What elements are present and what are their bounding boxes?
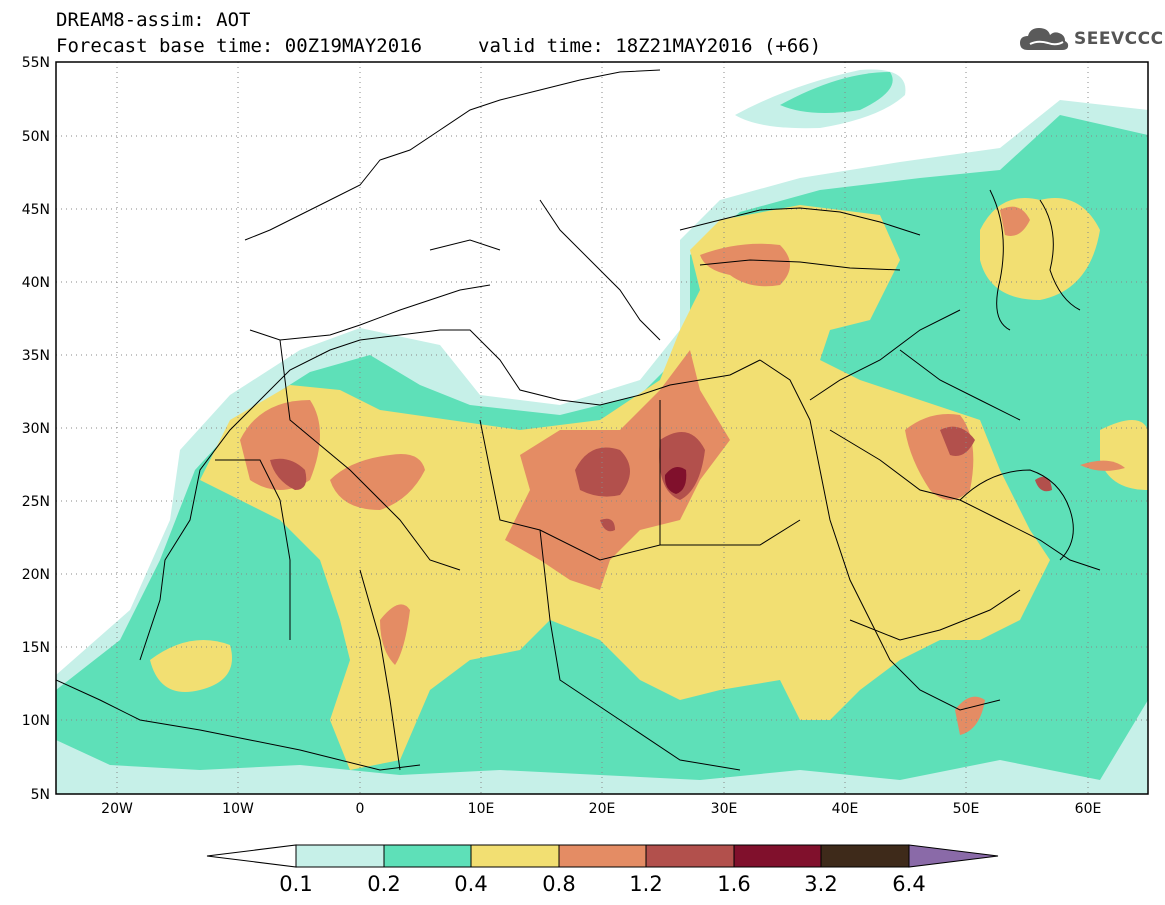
- colorbar-bin: [645, 844, 735, 868]
- colorbar-bin: [383, 844, 472, 868]
- colorbar-bin: [558, 844, 647, 868]
- seevccc-logo: SEEVCCC: [1018, 22, 1164, 56]
- colorbar: 0.1 0.2 0.4 0.8 1.2 1.6 3.2 6.4: [206, 844, 999, 896]
- logo-text: SEEVCCC: [1074, 29, 1164, 49]
- colorbar-bin: [470, 844, 560, 868]
- colorbar-bin: [733, 844, 822, 868]
- lat-label: 30N: [22, 421, 50, 437]
- forecast-base-time: Forecast base time: 00Z19MAY2016: [56, 35, 423, 57]
- lat-label: 10N: [22, 713, 50, 729]
- colorbar-label: 1.6: [717, 872, 750, 896]
- lon-label: 0: [356, 801, 365, 817]
- lon-label: 10W: [222, 801, 254, 817]
- lon-label: 20E: [589, 801, 616, 817]
- lat-label: 15N: [22, 640, 50, 656]
- colorbar-label: 6.4: [892, 872, 925, 896]
- valid-time: valid time: 18Z21MAY2016 (+66): [478, 35, 822, 57]
- lat-label: 50N: [22, 129, 50, 145]
- lon-label: 50E: [953, 801, 980, 817]
- lat-axis: 55N 50N 45N 40N 35N 30N 25N 20N 15N 10N …: [22, 55, 50, 803]
- lat-label: 55N: [22, 55, 50, 71]
- colorbar-bin: [295, 844, 385, 868]
- aot-level-1.6: [664, 466, 687, 494]
- lon-label: 40E: [832, 801, 859, 817]
- colorbar-label: 0.4: [454, 872, 487, 896]
- colorbar-label: 1.2: [629, 872, 662, 896]
- colorbar-over-triangle: [908, 844, 999, 868]
- lon-label: 30E: [711, 801, 738, 817]
- lat-label: 20N: [22, 567, 50, 583]
- graticule: [56, 62, 1148, 794]
- lat-label: 25N: [22, 494, 50, 510]
- colorbar-label: 0.1: [279, 872, 312, 896]
- lat-label: 35N: [22, 348, 50, 364]
- lon-axis: 20W 10W 0 10E 20E 30E 40E 50E 60E: [101, 801, 1101, 817]
- lat-label: 40N: [22, 275, 50, 291]
- colorbar-label: 3.2: [804, 872, 837, 896]
- lon-label: 10E: [468, 801, 495, 817]
- map-title: DREAM8-assim: AOT: [56, 9, 251, 31]
- colorbar-label: 0.8: [542, 872, 575, 896]
- colorbar-bin: [820, 844, 910, 868]
- cloud-icon: [1020, 28, 1069, 50]
- lon-label: 20W: [101, 801, 133, 817]
- lat-label: 45N: [22, 202, 50, 218]
- lon-label: 60E: [1075, 801, 1102, 817]
- coastlines: [56, 69, 1101, 771]
- map-frame: [55, 61, 1149, 795]
- lat-label: 5N: [31, 787, 50, 803]
- colorbar-under-triangle: [206, 844, 297, 868]
- colorbar-label: 0.2: [367, 872, 400, 896]
